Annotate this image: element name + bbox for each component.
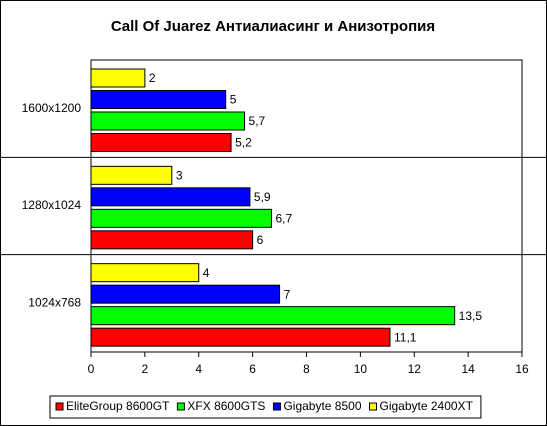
y-tick-label: 1600x1200 [22, 101, 82, 115]
value-label: 11,1 [394, 330, 417, 344]
x-tick-label: 2 [142, 362, 149, 376]
value-label: 3 [176, 169, 183, 183]
x-tick-label: 16 [515, 362, 529, 376]
bar [90, 68, 146, 88]
value-label: 5,7 [249, 114, 266, 128]
x-tick-label: 8 [303, 362, 310, 376]
y-tick-label: 1280x1024 [22, 198, 82, 212]
legend [49, 395, 482, 419]
value-label: 5,9 [254, 190, 271, 204]
value-label: 6,7 [275, 212, 292, 226]
legend-swatch [272, 402, 281, 411]
bar [90, 165, 173, 185]
bar [90, 133, 232, 152]
legend-swatch [176, 402, 185, 411]
value-label: 6 [257, 233, 264, 247]
y-tick-label: 1024x768 [28, 296, 81, 310]
x-tick-label: 14 [461, 362, 475, 376]
bar [90, 90, 227, 109]
legend-label: Gigabyte 8500 [283, 399, 361, 413]
legend-swatch [369, 402, 377, 411]
legend-label: XFX 8600GTS [187, 399, 265, 413]
x-tick-label: 4 [195, 362, 202, 376]
bar [90, 187, 251, 207]
value-label: 5,2 [235, 136, 252, 150]
legend-swatch [55, 402, 64, 411]
legend-label: EliteGroup 8600GT [66, 399, 170, 413]
x-tick-label: 6 [249, 362, 256, 376]
bar [90, 208, 272, 228]
bar [90, 327, 391, 347]
bar [90, 230, 254, 250]
legend-label: Gigabyte 2400XT [380, 399, 474, 413]
value-label: 2 [149, 71, 156, 85]
bar [90, 306, 456, 326]
value-label: 7 [284, 287, 291, 301]
x-tick-label: 12 [408, 362, 422, 376]
chart-title: Call Of Juarez Антиалиасинг и Анизотропи… [111, 18, 435, 35]
bar [90, 284, 281, 304]
bar [90, 111, 246, 131]
value-label: 13,5 [459, 309, 483, 323]
x-tick-label: 10 [354, 362, 368, 376]
value-label: 4 [203, 266, 210, 280]
bar [90, 263, 200, 283]
x-tick-label: 0 [88, 362, 95, 376]
value-label: 5 [230, 93, 237, 107]
